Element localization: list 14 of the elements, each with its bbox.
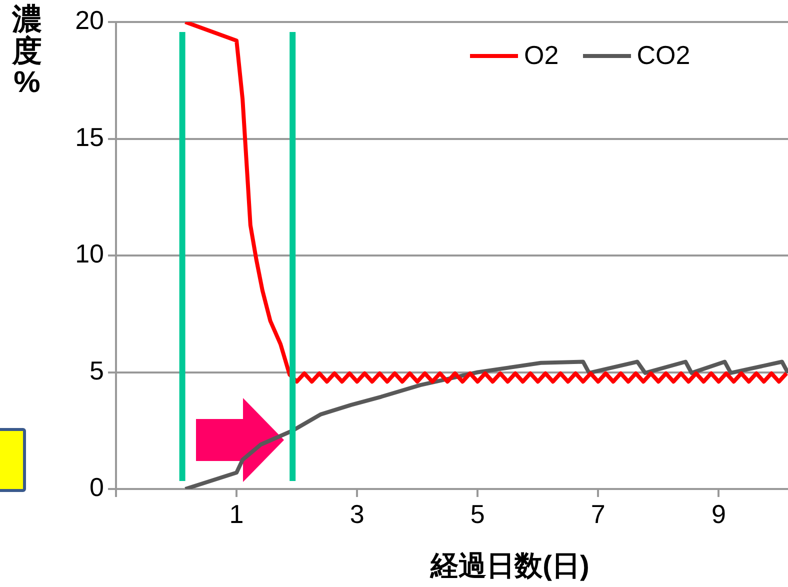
- y-tick-label: 0: [90, 472, 104, 502]
- x-tick-label: 9: [711, 498, 726, 529]
- y-tick-label: 5: [90, 355, 104, 386]
- x-tick-label: 5: [470, 498, 485, 529]
- x-axis-title: 経過日数(日): [428, 549, 590, 583]
- x-tick-label: 3: [350, 498, 364, 529]
- legend-label: CO2: [636, 40, 690, 71]
- legend-label: O2: [524, 40, 559, 71]
- x-tick-label: 1: [229, 498, 244, 529]
- y-tick-label: 15: [75, 122, 104, 152]
- x-tick-label: 7: [590, 498, 606, 529]
- y-tick-label: 10: [75, 238, 104, 269]
- y-tick-label: 20: [75, 5, 104, 36]
- y-axis-title: 濃度%: [12, 3, 42, 99]
